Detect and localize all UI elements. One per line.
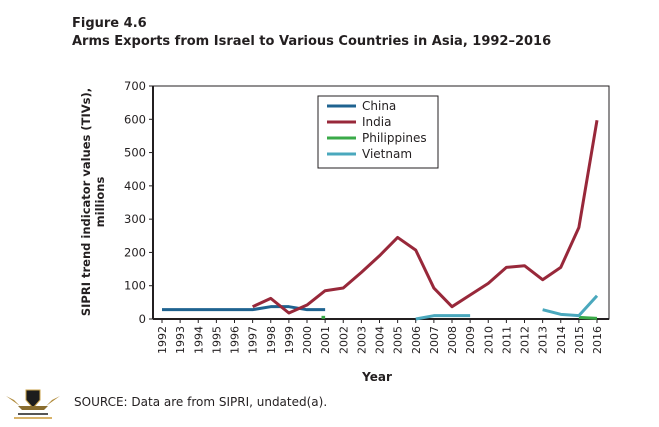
x-tick-label: 1996	[229, 326, 242, 354]
x-tick-label: 2005	[392, 326, 405, 354]
x-tick-label: 2002	[337, 326, 350, 354]
chart-title: Arms Exports from Israel to Various Coun…	[72, 34, 552, 49]
x-tick-label: 2014	[555, 326, 568, 354]
x-tick-label: 1998	[265, 326, 278, 354]
x-tick-label: 2006	[410, 326, 423, 354]
series-line-vietnam	[542, 294, 599, 318]
figure-label: Figure 4.6	[72, 16, 147, 31]
series-line-philippines	[578, 315, 598, 320]
y-tick-label: 200	[124, 245, 146, 259]
publisher-logo	[6, 389, 60, 419]
y-tick-label: 300	[124, 212, 146, 226]
source-note: SOURCE: Data are from SIPRI, undated(a).	[74, 395, 328, 409]
legend-box	[317, 95, 439, 169]
x-tick-label: 1997	[247, 326, 260, 354]
y-tick-label: 600	[124, 112, 146, 126]
x-tick-label: 2012	[519, 326, 532, 354]
x-tick-label: 2003	[355, 326, 368, 354]
series-line-vietnam	[415, 314, 471, 321]
y-axis-label-line1: SIPRI trend indicator values (TIVs),	[79, 88, 93, 316]
y-axis-label-line2: millions	[93, 177, 107, 228]
x-tick-label: 1994	[192, 326, 205, 354]
y-tick-label: 0	[139, 312, 146, 326]
y-tick-label: 700	[124, 79, 146, 93]
x-tick-label: 2016	[591, 326, 604, 354]
x-tick-label: 2010	[482, 326, 495, 354]
legend-label-vietnam: Vietnam	[362, 147, 412, 161]
y-tick-label: 400	[124, 179, 146, 193]
x-tick-label: 1992	[156, 326, 169, 354]
x-tick-label: 2001	[319, 326, 332, 354]
y-axis-label: SIPRI trend indicator values (TIVs), mil…	[79, 88, 107, 316]
x-tick-label: 1993	[174, 326, 187, 354]
x-tick-label: 2013	[537, 326, 550, 354]
x-tick-label: 2004	[374, 326, 387, 354]
x-tick-label: 2007	[428, 326, 441, 354]
legend-label-india: India	[362, 115, 391, 129]
x-axis-label: Year	[361, 370, 392, 384]
x-tick-label: 2011	[500, 326, 513, 354]
x-tick-label: 2015	[573, 326, 586, 354]
legend-label-china: China	[362, 99, 396, 113]
x-tick-label: 1995	[210, 326, 223, 354]
x-tick-label: 2009	[464, 326, 477, 354]
x-tick-label: 2008	[446, 326, 459, 354]
series-line-india	[251, 120, 599, 315]
legend-label-philippines: Philippines	[362, 131, 427, 145]
y-tick-label: 100	[124, 279, 146, 293]
x-tick-label: 2000	[301, 326, 314, 354]
y-tick-label: 500	[124, 146, 146, 160]
x-tick-label: 1999	[283, 326, 296, 354]
